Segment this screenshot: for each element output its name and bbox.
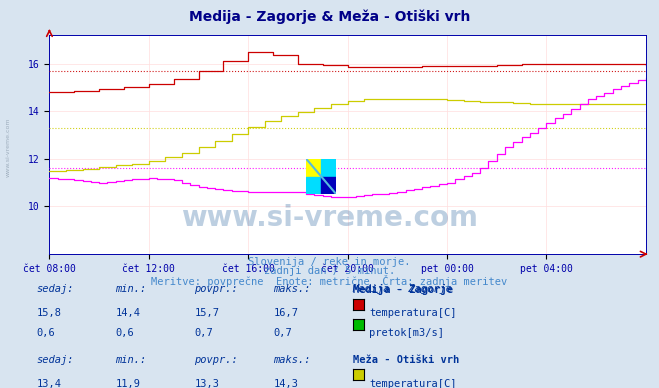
Text: zadnji dan / 5 minut.: zadnji dan / 5 minut. [264, 266, 395, 276]
Text: maks.:: maks.: [273, 355, 311, 365]
Text: sedaj:: sedaj: [36, 355, 74, 365]
Text: www.si-vreme.com: www.si-vreme.com [181, 204, 478, 232]
Text: povpr.:: povpr.: [194, 355, 238, 365]
Bar [322, 159, 336, 177]
Text: 16,7: 16,7 [273, 308, 299, 318]
Bar [306, 159, 322, 177]
Text: 0,7: 0,7 [273, 328, 292, 338]
Text: min.:: min.: [115, 355, 146, 365]
Text: min.:: min.: [115, 284, 146, 294]
Text: 14,3: 14,3 [273, 379, 299, 388]
Text: 15,7: 15,7 [194, 308, 219, 318]
Text: 15,8: 15,8 [36, 308, 61, 318]
Text: 0,7: 0,7 [194, 328, 213, 338]
Text: Medija - Zagorje: Medija - Zagorje [353, 284, 453, 294]
Text: povpr.:: povpr.: [194, 284, 238, 294]
Text: sedaj:: sedaj: [36, 284, 74, 294]
Text: 0,6: 0,6 [36, 328, 55, 338]
Text: Meritve: povprečne  Enote: metrične  Črta: zadnja meritev: Meritve: povprečne Enote: metrične Črta:… [152, 275, 507, 287]
Text: Medija - Zagorje & Meža - Otiški vrh: Medija - Zagorje & Meža - Otiški vrh [189, 10, 470, 24]
Text: 0,6: 0,6 [115, 328, 134, 338]
Text: temperatura[C]: temperatura[C] [369, 308, 457, 318]
Text: 11,9: 11,9 [115, 379, 140, 388]
Text: 13,4: 13,4 [36, 379, 61, 388]
Text: Medija - Zagorje: Medija - Zagorje [353, 284, 453, 295]
Text: www.si-vreme.com: www.si-vreme.com [6, 118, 11, 177]
Bar [306, 177, 322, 194]
Text: 14,4: 14,4 [115, 308, 140, 318]
Text: maks.:: maks.: [273, 284, 311, 294]
Bar [322, 177, 336, 194]
Text: pretok[m3/s]: pretok[m3/s] [369, 328, 444, 338]
Text: Slovenija / reke in morje.: Slovenija / reke in morje. [248, 257, 411, 267]
Text: 13,3: 13,3 [194, 379, 219, 388]
Text: Meža - Otiški vrh: Meža - Otiški vrh [353, 355, 459, 365]
Text: temperatura[C]: temperatura[C] [369, 379, 457, 388]
